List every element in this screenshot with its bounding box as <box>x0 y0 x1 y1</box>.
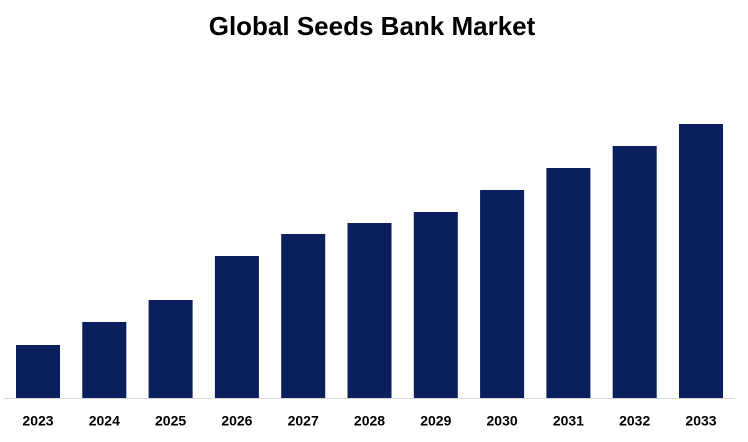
bar <box>82 322 127 398</box>
x-tick-label: 2032 <box>619 413 650 429</box>
x-tick-label: 2031 <box>553 413 584 429</box>
x-tick-label: 2033 <box>685 413 716 429</box>
x-tick-label: 2023 <box>22 413 53 429</box>
bar <box>148 300 193 398</box>
bar <box>612 146 657 398</box>
bar <box>480 190 525 398</box>
bar <box>546 168 591 398</box>
x-tick-label: 2025 <box>155 413 186 429</box>
bar <box>214 256 259 398</box>
x-tick-label: 2024 <box>89 413 120 429</box>
bar <box>413 212 458 398</box>
x-tick-label: 2026 <box>221 413 252 429</box>
chart-title: Global Seeds Bank Market <box>209 11 536 41</box>
bar <box>678 124 724 398</box>
x-tick-label: 2027 <box>288 413 319 429</box>
x-tick-label: 2029 <box>420 413 451 429</box>
bar <box>15 345 61 398</box>
x-tick-label: 2028 <box>354 413 385 429</box>
bar <box>347 223 392 398</box>
bar <box>281 234 326 398</box>
x-tick-label: 2030 <box>487 413 518 429</box>
